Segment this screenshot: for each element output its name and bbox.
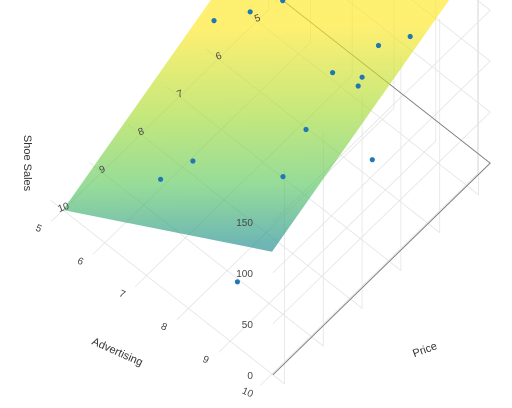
y-tick-label: 6 <box>214 50 223 62</box>
x-tick-label: 6 <box>75 256 85 268</box>
price-gridline <box>50 169 285 385</box>
data-point[interactable] <box>355 83 361 89</box>
y-tick-label: 10 <box>57 201 72 215</box>
x-axis-title: Advertising <box>90 336 145 369</box>
data-point[interactable] <box>247 9 253 15</box>
data-point[interactable] <box>280 174 286 180</box>
advertising-gridline <box>260 0 479 386</box>
y-tick-label: 8 <box>137 126 146 138</box>
advertising-gridline <box>176 0 395 320</box>
x-tick-label: 5 <box>34 223 44 235</box>
x-tick-label: 8 <box>159 321 169 333</box>
data-point[interactable] <box>369 157 375 163</box>
regression-plane <box>63 0 450 252</box>
plane-surface <box>63 0 450 252</box>
data-point[interactable] <box>359 74 365 80</box>
z-gridline <box>272 0 491 325</box>
data-point[interactable] <box>190 158 196 164</box>
data-point[interactable] <box>158 176 164 182</box>
data-point[interactable] <box>375 42 382 49</box>
data-point[interactable] <box>303 126 309 133</box>
y-axis-title: Price <box>411 340 439 360</box>
z-tick-label: 50 <box>242 320 254 331</box>
data-point[interactable] <box>330 70 336 76</box>
z-tick-label: 150 <box>236 218 253 229</box>
z-axis-title: Shoe Sales <box>21 135 33 192</box>
z-gridline <box>272 0 491 223</box>
data-point[interactable] <box>234 279 240 285</box>
z-gridline <box>272 0 491 274</box>
z-tick-label: 0 <box>247 371 253 382</box>
x-tick-label: 10 <box>240 386 255 401</box>
z-tick-label: 100 <box>236 269 253 280</box>
y-tick-label: 5 <box>253 13 262 25</box>
x-tick-label: 7 <box>117 288 127 300</box>
tick-labels: 0 50 100 150 5 6 7 8 9 10 5 6 7 8 9 10 <box>34 13 263 401</box>
y-tick-label: 9 <box>98 164 107 176</box>
x-tick-label: 9 <box>201 354 211 366</box>
data-points <box>158 0 413 285</box>
data-point[interactable] <box>407 33 413 40</box>
advertising-gridline <box>218 0 437 353</box>
data-point[interactable] <box>211 18 217 24</box>
data-point[interactable] <box>280 0 286 4</box>
y-tick-label: 7 <box>176 88 185 100</box>
